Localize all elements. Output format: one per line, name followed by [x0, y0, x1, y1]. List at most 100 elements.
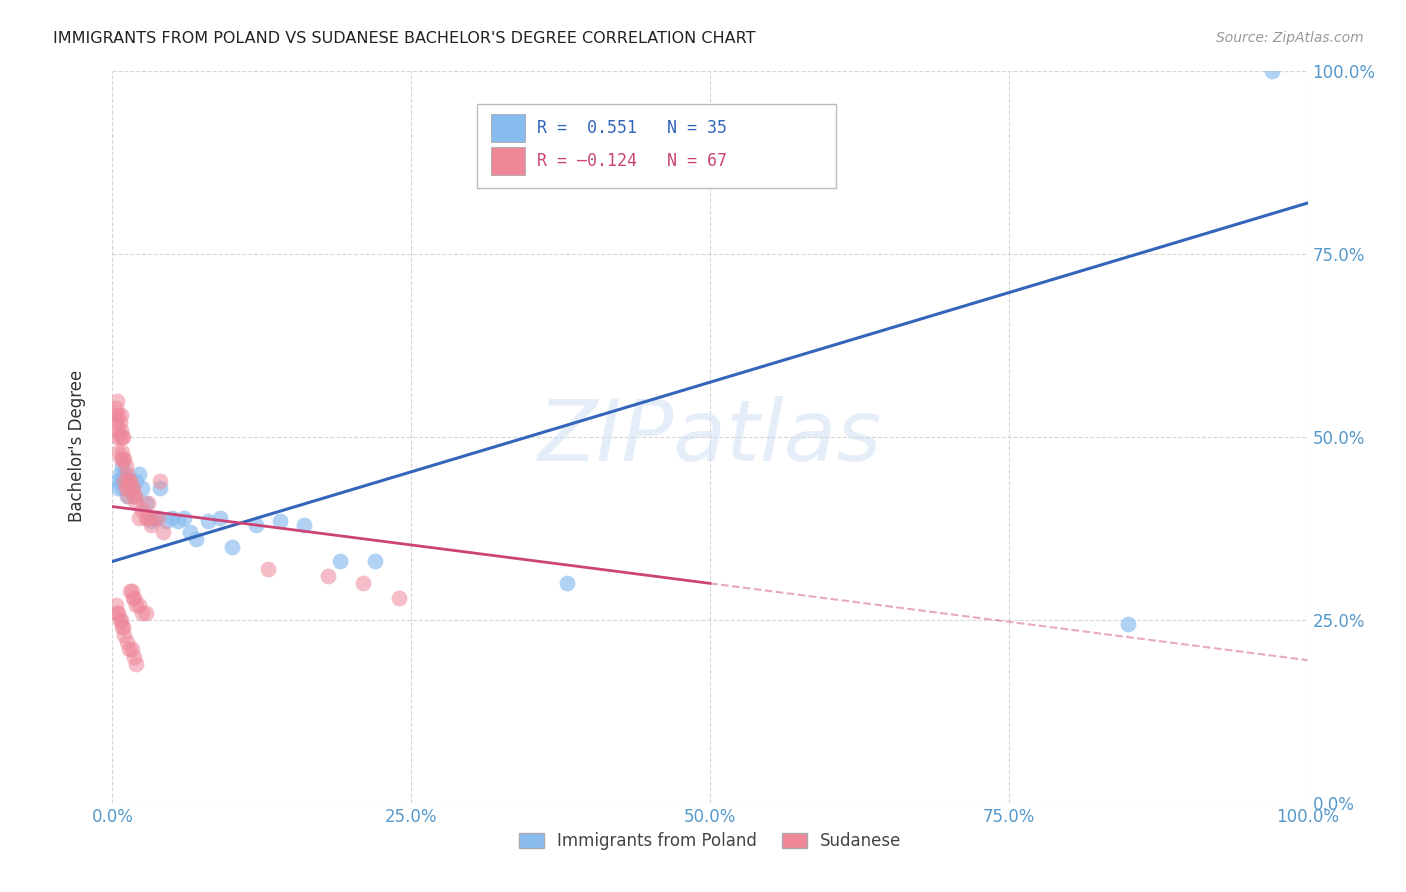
Point [167, 514, 190, 528]
Point [122, 591, 145, 605]
Point [112, 481, 135, 495]
Point [107, 606, 129, 620]
Point [135, 606, 157, 620]
Point [111, 620, 134, 634]
Point [110, 408, 132, 422]
Point [105, 393, 128, 408]
Point [162, 510, 183, 524]
Point [115, 635, 138, 649]
Point [117, 489, 139, 503]
Point [149, 474, 172, 488]
Point [128, 510, 150, 524]
Point [125, 496, 148, 510]
Point [316, 569, 339, 583]
Point [105, 416, 128, 430]
Point [186, 533, 208, 547]
Point [121, 481, 143, 495]
Point [114, 627, 135, 641]
Point [114, 459, 136, 474]
Point [111, 444, 134, 458]
Point [107, 408, 129, 422]
Point [179, 525, 201, 540]
Point [114, 474, 135, 488]
Point [107, 481, 129, 495]
Text: ZIPatlas: ZIPatlas [538, 395, 882, 479]
Point [149, 481, 172, 495]
Point [114, 481, 136, 495]
Point [152, 525, 174, 540]
Point [146, 510, 169, 524]
Legend: Immigrants from Poland, Sudanese: Immigrants from Poland, Sudanese [512, 825, 908, 856]
Point [121, 642, 143, 657]
Point [138, 510, 160, 524]
Point [114, 452, 135, 467]
Point [105, 474, 128, 488]
Point [125, 474, 148, 488]
Point [108, 416, 131, 430]
Point [555, 576, 578, 591]
Point [118, 474, 141, 488]
Point [1118, 616, 1140, 631]
Point [105, 599, 128, 613]
Point [105, 430, 128, 444]
Point [364, 554, 387, 568]
Point [121, 481, 143, 495]
Point [118, 642, 141, 657]
Point [155, 514, 177, 528]
Point [110, 452, 132, 467]
Point [111, 459, 134, 474]
Point [121, 591, 143, 605]
Point [1261, 64, 1284, 78]
Point [122, 649, 145, 664]
Bar [491, 114, 524, 142]
Point [125, 657, 148, 671]
Point [107, 444, 129, 458]
Point [117, 474, 139, 488]
Point [115, 467, 138, 481]
Point [108, 430, 131, 444]
Point [128, 467, 150, 481]
Point [128, 599, 150, 613]
Text: R = ‒0.124   N = 67: R = ‒0.124 N = 67 [537, 153, 727, 170]
Point [173, 510, 195, 524]
Point [105, 606, 128, 620]
Point [110, 613, 132, 627]
Text: IMMIGRANTS FROM POLAND VS SUDANESE BACHELOR'S DEGREE CORRELATION CHART: IMMIGRANTS FROM POLAND VS SUDANESE BACHE… [53, 31, 756, 46]
Point [139, 517, 162, 532]
Point [131, 606, 153, 620]
Point [120, 583, 142, 598]
Point [105, 401, 128, 415]
Text: Source: ZipAtlas.com: Source: ZipAtlas.com [1216, 31, 1364, 45]
Point [121, 583, 143, 598]
Point [107, 423, 129, 437]
Point [110, 474, 132, 488]
Point [122, 489, 145, 503]
Point [111, 430, 134, 444]
Point [112, 620, 135, 634]
Point [197, 514, 219, 528]
Point [257, 562, 280, 576]
Point [221, 540, 243, 554]
Point [131, 503, 153, 517]
Point [135, 510, 157, 524]
Point [120, 474, 142, 488]
Point [112, 452, 135, 467]
Point [131, 481, 153, 495]
Point [135, 496, 157, 510]
Point [352, 576, 374, 591]
Text: Bachelor's Degree: Bachelor's Degree [69, 370, 86, 522]
Point [388, 591, 411, 605]
Point [118, 474, 141, 488]
Point [245, 517, 267, 532]
Point [115, 481, 138, 495]
Point [104, 408, 127, 422]
Point [108, 613, 131, 627]
Point [122, 489, 145, 503]
Point [115, 489, 138, 503]
Point [269, 514, 291, 528]
Point [124, 489, 146, 503]
Point [138, 496, 160, 510]
FancyBboxPatch shape [477, 104, 835, 188]
Point [110, 423, 132, 437]
Point [112, 430, 135, 444]
